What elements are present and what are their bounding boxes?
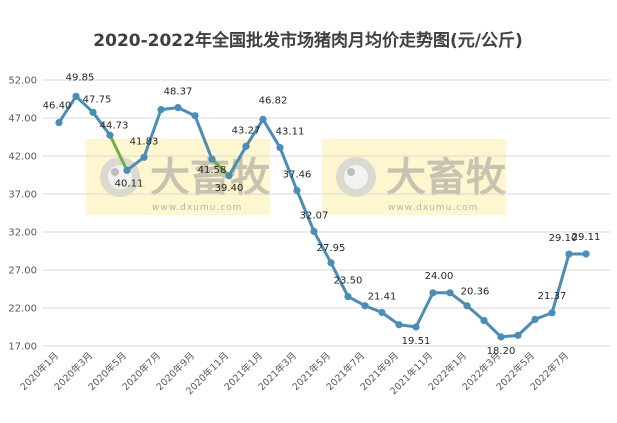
line-segment: [516, 317, 537, 337]
y-tick-label: 17.00: [8, 342, 37, 353]
data-label: 40.11: [115, 178, 144, 189]
data-label: 20.36: [461, 287, 490, 298]
data-label: 21.37: [538, 291, 567, 302]
data-point: [531, 315, 539, 323]
data-point: [480, 316, 488, 325]
data-labels: 46.40 49.85 47.75 44.73 40.11 41.83 48.37 41.58…: [43, 72, 601, 357]
watermark-url: www.dxumu.com: [152, 203, 242, 213]
data-point: [174, 103, 182, 112]
line-segment: [465, 304, 486, 322]
data-label: 41.58: [198, 165, 227, 176]
data-point: [514, 331, 522, 339]
data-point: [310, 227, 318, 236]
watermark-brand: 大畜牧: [150, 155, 271, 201]
line-segment: [74, 94, 95, 114]
data-label: 44.73: [100, 120, 129, 131]
data-label: 18.20: [487, 346, 516, 357]
data-point: [378, 308, 386, 317]
data-point: [293, 186, 301, 195]
line-segment: [414, 291, 435, 329]
data-label: 27.95: [317, 243, 346, 254]
data-point: [565, 250, 573, 258]
data-label: 23.50: [334, 276, 363, 287]
data-point: [259, 115, 267, 123]
data-label: 49.85: [66, 72, 95, 83]
data-point: [72, 92, 80, 100]
watermark-logo-left: 大畜牧 www.dxumu.com: [86, 139, 271, 215]
data-label: 37.46: [283, 170, 312, 181]
data-label: 46.82: [259, 95, 288, 106]
watermark-logo-right: 大畜牧 www.dxumu.com: [322, 139, 507, 215]
line-segment: [312, 229, 333, 265]
data-point: [157, 106, 165, 114]
data-label: 19.51: [402, 336, 431, 347]
data-point: [225, 172, 233, 180]
line-segment: [295, 189, 316, 233]
data-label: 21.41: [368, 291, 397, 302]
chart-title: 2020-2022年全国批发市场猪肉月均价走势图(元/公斤): [93, 30, 522, 51]
data-label: 43.27: [232, 125, 261, 136]
data-point: [429, 289, 437, 297]
line-segment: [193, 114, 214, 161]
y-tick-label: 22.00: [8, 304, 37, 315]
data-point: [55, 118, 63, 127]
data-point: [548, 309, 556, 317]
data-label: 39.40: [215, 183, 244, 194]
line-segment: [278, 146, 299, 193]
data-point: [582, 250, 590, 258]
data-label: 47.75: [83, 94, 112, 105]
gridlines: [42, 79, 610, 347]
data-point: [463, 302, 471, 310]
line-segment: [57, 94, 78, 125]
line-segment: [244, 117, 265, 148]
data-label: 46.40: [43, 101, 72, 112]
data-label: 32.07: [300, 210, 329, 221]
data-point: [446, 289, 454, 297]
data-point: [89, 108, 97, 116]
data-point: [242, 142, 250, 150]
data-label: 24.00: [425, 271, 454, 282]
data-point: [412, 323, 420, 331]
data-point: [395, 321, 403, 329]
data-point: [361, 302, 369, 310]
y-axis-ticks: 17.00 22.00 27.00 32.00 37.00 42.00 47.00 52.00: [8, 76, 37, 353]
data-point: [123, 166, 131, 174]
line-segment: [227, 144, 248, 178]
data-label: 29.10: [549, 233, 578, 244]
data-point: [140, 153, 148, 161]
y-tick-label: 32.00: [8, 228, 37, 239]
data-label: 43.11: [276, 127, 305, 138]
watermark-url: www.dxumu.com: [388, 203, 478, 213]
y-tick-label: 42.00: [8, 152, 37, 163]
y-tick-label: 47.00: [8, 114, 37, 125]
y-tick-label: 52.00: [8, 76, 37, 87]
data-label: 29.11: [572, 232, 601, 243]
data-point: [191, 112, 199, 120]
data-point: [344, 293, 352, 301]
data-point: [208, 155, 216, 163]
line-segment: [91, 110, 112, 137]
line-segment: [108, 133, 129, 172]
data-label: 48.37: [164, 87, 193, 98]
y-tick-label: 37.00: [8, 190, 37, 201]
watermark-brand: 大畜牧: [386, 155, 507, 201]
line-segment: [329, 261, 350, 299]
line-segment: [482, 318, 503, 339]
data-label: 41.83: [130, 136, 159, 147]
line-segment: [261, 117, 282, 150]
data-point: [106, 131, 114, 139]
series-markers: [55, 92, 590, 341]
line-segment: [210, 157, 231, 178]
data-point: [327, 259, 335, 267]
line-segment: [550, 252, 571, 315]
data-point: [497, 333, 505, 341]
y-tick-label: 27.00: [8, 266, 37, 277]
data-point: [276, 143, 284, 152]
line-segment: [142, 108, 163, 159]
